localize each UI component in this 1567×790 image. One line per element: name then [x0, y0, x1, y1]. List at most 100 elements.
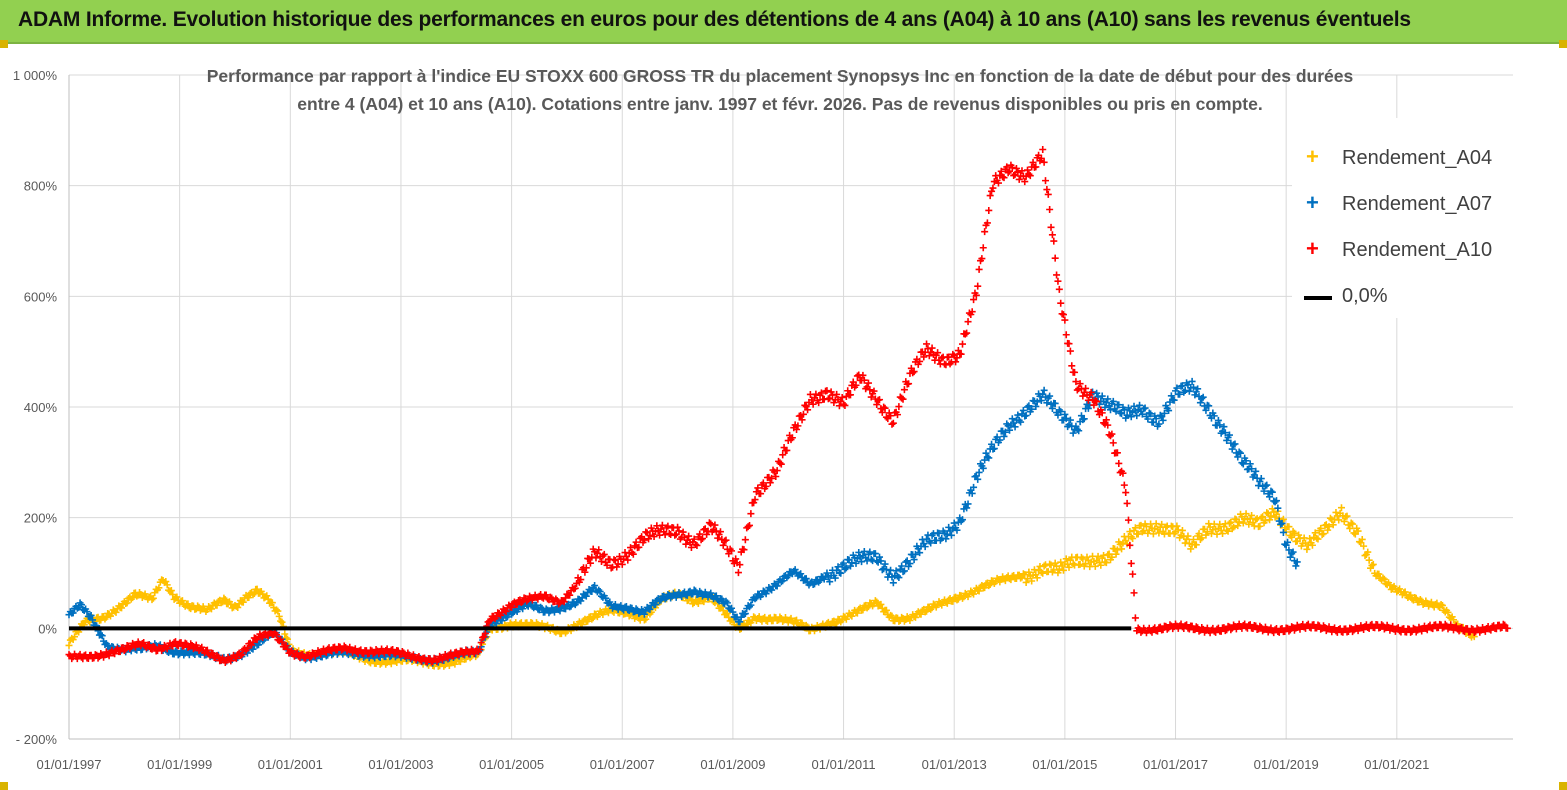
- point-rendement-a10: [1072, 378, 1080, 386]
- point-rendement-a07: [1014, 411, 1022, 419]
- point-rendement-a07: [996, 436, 1004, 444]
- point-rendement-a10: [1079, 392, 1087, 400]
- point-rendement-a04: [1349, 520, 1357, 528]
- point-rendement-a10: [479, 634, 487, 642]
- point-rendement-a07: [1185, 387, 1193, 395]
- point-rendement-a10: [618, 560, 626, 568]
- point-rendement-a07: [1061, 410, 1069, 418]
- point-rendement-a10: [934, 349, 942, 357]
- point-rendement-a10: [804, 406, 812, 414]
- point-rendement-a04: [1295, 531, 1303, 539]
- point-rendement-a07: [712, 592, 720, 600]
- point-rendement-a07: [1242, 457, 1250, 465]
- point-rendement-a10: [629, 550, 637, 558]
- point-rendement-a07: [646, 605, 654, 613]
- point-rendement-a04: [1340, 517, 1348, 525]
- point-rendement-a04: [148, 596, 156, 604]
- point-rendement-a04: [1131, 524, 1139, 532]
- point-rendement-a10: [1212, 628, 1220, 636]
- point-rendement-a07: [537, 603, 545, 611]
- point-rendement-a10: [1065, 340, 1073, 348]
- point-rendement-a07: [73, 604, 81, 612]
- point-rendement-a10: [1109, 439, 1117, 447]
- point-rendement-a07: [1084, 404, 1092, 412]
- point-rendement-a10: [779, 451, 787, 459]
- point-rendement-a10: [145, 641, 153, 649]
- point-rendement-a04: [1138, 528, 1146, 536]
- point-rendement-a04: [207, 605, 215, 613]
- point-rendement-a04: [1162, 523, 1170, 531]
- point-rendement-a10: [986, 192, 994, 200]
- point-rendement-a07: [898, 562, 906, 570]
- point-rendement-a10: [1183, 621, 1191, 629]
- point-rendement-a07: [1066, 416, 1074, 424]
- point-rendement-a10: [957, 350, 965, 358]
- point-rendement-a07: [1160, 409, 1168, 417]
- point-rendement-a07: [657, 596, 665, 604]
- point-rendement-a10: [905, 380, 913, 388]
- point-rendement-a10: [1119, 469, 1127, 477]
- point-rendement-a10: [768, 474, 776, 482]
- chart-title-line1: Performance par rapport à l'indice EU ST…: [206, 66, 1354, 86]
- point-rendement-a10: [766, 479, 774, 487]
- point-rendement-a04: [1412, 594, 1420, 602]
- banner-title: ADAM Informe. Evolution historique des p…: [18, 8, 1411, 31]
- point-rendement-a07: [1248, 465, 1256, 473]
- point-rendement-a07: [1188, 377, 1196, 385]
- point-rendement-a04: [1358, 535, 1366, 543]
- point-rendement-a10: [817, 389, 825, 397]
- point-rendement-a04: [1380, 575, 1388, 583]
- point-rendement-a10: [716, 528, 724, 536]
- point-rendement-a10: [1066, 347, 1074, 355]
- point-rendement-a10: [398, 647, 406, 655]
- point-rendement-a04: [1252, 516, 1260, 524]
- point-rendement-a07: [1194, 385, 1202, 393]
- x-tick-label: 01/01/2017: [1143, 757, 1208, 772]
- point-rendement-a07: [777, 578, 785, 586]
- point-rendement-a10: [864, 379, 872, 387]
- point-rendement-a10: [481, 629, 489, 637]
- point-rendement-a07: [826, 578, 834, 586]
- point-rendement-a04: [1225, 519, 1233, 527]
- point-rendement-a10: [1000, 174, 1008, 182]
- point-rendement-a10: [754, 484, 762, 492]
- point-rendement-a10: [972, 291, 980, 299]
- point-rendement-a10: [705, 519, 713, 527]
- point-rendement-a04: [1137, 521, 1145, 529]
- point-rendement-a10: [942, 361, 950, 369]
- point-rendement-a07: [975, 468, 983, 476]
- point-rendement-a10: [859, 371, 867, 379]
- point-rendement-a10: [963, 329, 971, 337]
- point-rendement-a04: [118, 604, 126, 612]
- point-rendement-a07: [77, 601, 85, 609]
- point-rendement-a07: [1115, 401, 1123, 409]
- point-rendement-a04: [1325, 523, 1333, 531]
- point-rendement-a10: [1317, 625, 1325, 633]
- point-rendement-a10: [1025, 170, 1033, 178]
- point-rendement-a04: [278, 618, 286, 626]
- point-rendement-a10: [827, 388, 835, 396]
- y-tick-label: 0%: [38, 621, 57, 636]
- y-tick-label: 600%: [24, 289, 58, 304]
- point-rendement-a10: [1015, 175, 1023, 183]
- x-tick-label: 01/01/2003: [368, 757, 433, 772]
- point-rendement-a04: [882, 606, 890, 614]
- point-rendement-a07: [751, 595, 759, 603]
- point-rendement-a10: [1050, 237, 1058, 245]
- point-rendement-a10: [566, 591, 574, 599]
- point-rendement-a10: [945, 353, 953, 361]
- point-rendement-a07: [492, 620, 500, 628]
- point-rendement-a10: [1098, 409, 1106, 417]
- point-rendement-a04: [234, 603, 242, 611]
- point-rendement-a10: [793, 426, 801, 434]
- point-rendement-a10: [238, 651, 246, 659]
- point-rendement-a10: [243, 644, 251, 652]
- point-rendement-a07: [1228, 445, 1236, 453]
- point-rendement-a07: [945, 523, 953, 531]
- point-rendement-a10: [909, 369, 917, 377]
- point-rendement-a04: [1266, 516, 1274, 524]
- point-rendement-a04: [1263, 509, 1271, 517]
- point-rendement-a10: [508, 603, 516, 611]
- point-rendement-a07: [1127, 413, 1135, 421]
